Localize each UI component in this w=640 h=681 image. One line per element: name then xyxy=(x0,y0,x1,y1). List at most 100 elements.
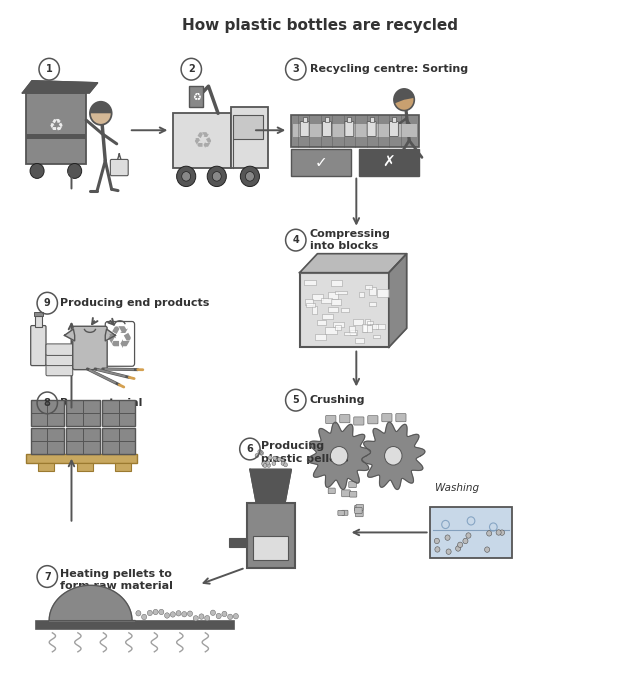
FancyBboxPatch shape xyxy=(46,344,73,355)
FancyBboxPatch shape xyxy=(73,326,107,370)
FancyBboxPatch shape xyxy=(31,400,64,426)
Text: ✗: ✗ xyxy=(383,155,395,170)
FancyBboxPatch shape xyxy=(36,620,234,629)
FancyBboxPatch shape xyxy=(348,117,351,123)
Circle shape xyxy=(246,172,254,181)
Text: ✓: ✓ xyxy=(315,155,328,170)
Text: 2: 2 xyxy=(188,64,195,74)
Circle shape xyxy=(330,447,348,465)
FancyBboxPatch shape xyxy=(102,400,135,426)
FancyBboxPatch shape xyxy=(358,291,364,297)
Text: Heating pellets to
form raw material: Heating pellets to form raw material xyxy=(60,569,173,591)
FancyBboxPatch shape xyxy=(429,507,513,558)
FancyBboxPatch shape xyxy=(355,505,362,511)
FancyBboxPatch shape xyxy=(356,505,364,511)
FancyBboxPatch shape xyxy=(345,122,354,136)
Circle shape xyxy=(268,456,272,460)
Circle shape xyxy=(255,454,259,458)
Polygon shape xyxy=(65,329,75,341)
Text: ♻: ♻ xyxy=(192,91,201,101)
FancyBboxPatch shape xyxy=(372,323,378,330)
FancyBboxPatch shape xyxy=(300,122,309,136)
FancyBboxPatch shape xyxy=(355,338,364,343)
FancyBboxPatch shape xyxy=(369,287,376,295)
Text: Compressing
into blocks: Compressing into blocks xyxy=(310,229,390,251)
FancyBboxPatch shape xyxy=(355,507,362,513)
FancyBboxPatch shape xyxy=(355,511,363,517)
Circle shape xyxy=(211,610,216,616)
Circle shape xyxy=(176,611,181,616)
Circle shape xyxy=(484,547,490,552)
FancyBboxPatch shape xyxy=(231,106,268,168)
Polygon shape xyxy=(362,422,425,490)
FancyBboxPatch shape xyxy=(102,428,135,454)
FancyBboxPatch shape xyxy=(325,117,329,123)
Circle shape xyxy=(260,452,264,456)
Circle shape xyxy=(262,463,266,467)
FancyBboxPatch shape xyxy=(312,294,323,300)
Text: Raw material: Raw material xyxy=(60,398,142,408)
Circle shape xyxy=(463,538,468,543)
Circle shape xyxy=(263,464,267,468)
Circle shape xyxy=(266,461,269,465)
FancyBboxPatch shape xyxy=(317,320,326,326)
Circle shape xyxy=(435,547,440,552)
FancyBboxPatch shape xyxy=(323,122,332,136)
Circle shape xyxy=(267,463,271,467)
Circle shape xyxy=(216,614,221,619)
FancyBboxPatch shape xyxy=(31,326,46,366)
Circle shape xyxy=(30,163,44,178)
Text: Producing
plastic pellets: Producing plastic pellets xyxy=(261,441,349,464)
Text: 9: 9 xyxy=(44,298,51,308)
Circle shape xyxy=(188,611,193,616)
Circle shape xyxy=(241,166,259,187)
Circle shape xyxy=(273,456,276,460)
FancyBboxPatch shape xyxy=(305,281,316,285)
Polygon shape xyxy=(250,469,291,503)
FancyBboxPatch shape xyxy=(349,330,357,335)
FancyBboxPatch shape xyxy=(349,481,356,488)
FancyBboxPatch shape xyxy=(253,536,288,560)
Text: 5: 5 xyxy=(292,395,299,405)
FancyBboxPatch shape xyxy=(373,335,380,338)
Text: 7: 7 xyxy=(44,571,51,582)
Circle shape xyxy=(170,612,175,617)
FancyBboxPatch shape xyxy=(31,428,64,454)
FancyBboxPatch shape xyxy=(367,321,373,324)
Circle shape xyxy=(234,614,239,619)
FancyBboxPatch shape xyxy=(300,272,389,347)
FancyBboxPatch shape xyxy=(370,117,374,123)
FancyBboxPatch shape xyxy=(335,326,340,330)
FancyBboxPatch shape xyxy=(325,327,337,334)
FancyBboxPatch shape xyxy=(173,113,231,168)
Text: Producing end products: Producing end products xyxy=(60,298,209,308)
FancyBboxPatch shape xyxy=(26,134,86,139)
FancyBboxPatch shape xyxy=(291,114,419,147)
FancyBboxPatch shape xyxy=(312,306,317,314)
Polygon shape xyxy=(389,254,406,347)
FancyBboxPatch shape xyxy=(333,322,344,328)
FancyBboxPatch shape xyxy=(46,364,73,376)
Circle shape xyxy=(205,616,210,621)
Circle shape xyxy=(177,166,196,187)
FancyBboxPatch shape xyxy=(328,307,338,312)
Polygon shape xyxy=(308,422,371,490)
FancyBboxPatch shape xyxy=(67,400,100,426)
FancyBboxPatch shape xyxy=(396,413,406,422)
Circle shape xyxy=(90,101,111,125)
Circle shape xyxy=(466,533,471,538)
Circle shape xyxy=(141,614,147,620)
FancyBboxPatch shape xyxy=(303,117,307,123)
Circle shape xyxy=(458,542,463,548)
Text: ♻: ♻ xyxy=(49,116,63,134)
Polygon shape xyxy=(300,254,406,272)
Text: 3: 3 xyxy=(292,64,299,74)
FancyBboxPatch shape xyxy=(338,510,344,516)
FancyBboxPatch shape xyxy=(305,299,313,305)
FancyBboxPatch shape xyxy=(35,316,42,327)
FancyBboxPatch shape xyxy=(365,285,372,289)
Circle shape xyxy=(212,172,221,181)
FancyBboxPatch shape xyxy=(67,428,100,454)
Circle shape xyxy=(486,530,492,536)
Circle shape xyxy=(499,530,504,535)
